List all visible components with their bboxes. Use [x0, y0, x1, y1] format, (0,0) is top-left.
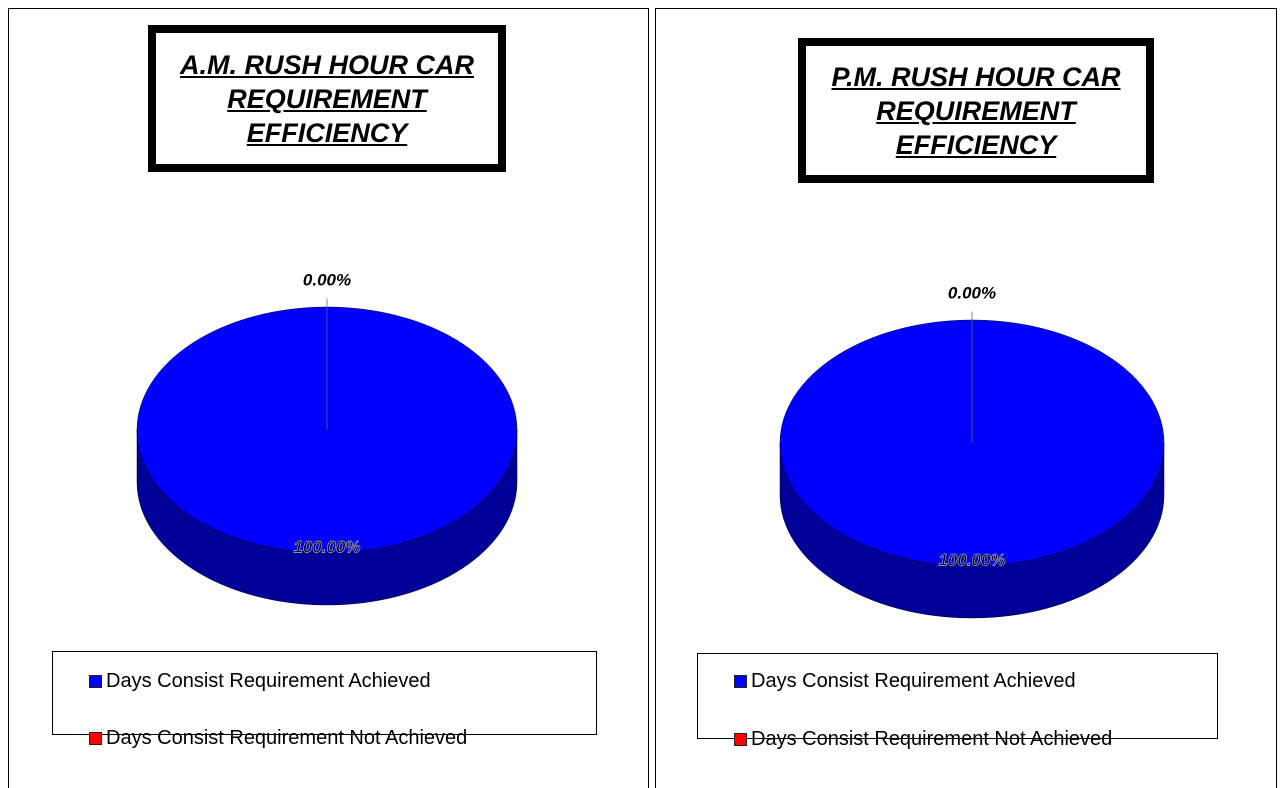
side-shade — [137, 430, 517, 605]
legend: Days Consist Requirement Achieved Days Co… — [52, 651, 597, 749]
chart-title: P.M. RUSH HOUR CAR REQUIREMENT EFFICIENC… — [798, 38, 1154, 183]
legend-label: Days Consist Requirement Achieved — [751, 670, 1076, 692]
legend-item: Days Consist Requirement Achieved — [734, 670, 1076, 693]
legend-label: Days Consist Requirement Not Achieved — [106, 727, 468, 749]
data-label: 0.00% — [303, 271, 351, 290]
legend-label: Days Consist Requirement Not Achieved — [751, 728, 1113, 750]
legend-swatch — [89, 732, 102, 745]
data-label: 100.00% — [293, 538, 360, 557]
side-shade — [780, 443, 1164, 618]
legend-item: Days Consist Requirement Achieved — [89, 670, 431, 693]
data-label: 100.00% — [938, 551, 1005, 570]
panel — [655, 8, 1277, 788]
legend-swatch — [89, 675, 102, 688]
legend-swatch — [734, 733, 747, 746]
chart-title: A.M. RUSH HOUR CAR REQUIREMENT EFFICIENC… — [148, 25, 506, 172]
panel — [8, 8, 649, 788]
legend-label: Days Consist Requirement Achieved — [106, 670, 431, 692]
legend-swatch — [734, 675, 747, 688]
legend-item: Days Consist Requirement Not Achieved — [734, 728, 1112, 751]
legend: Days Consist Requirement Achieved Days Co… — [697, 653, 1218, 750]
legend-item: Days Consist Requirement Not Achieved — [89, 727, 467, 750]
data-label: 0.00% — [948, 284, 996, 303]
